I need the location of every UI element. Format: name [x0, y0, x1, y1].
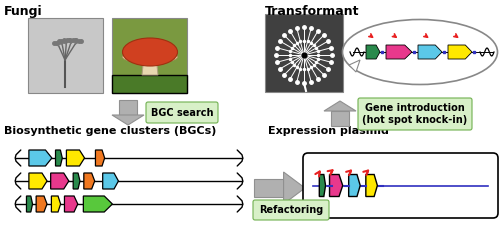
Text: Fungi: Fungi [4, 5, 43, 18]
Text: Expression plasmid: Expression plasmid [268, 126, 389, 136]
Polygon shape [36, 196, 47, 212]
Polygon shape [50, 173, 69, 189]
Text: Transformant: Transformant [265, 5, 360, 18]
Polygon shape [142, 56, 158, 75]
Polygon shape [84, 196, 112, 212]
Polygon shape [96, 150, 104, 166]
FancyBboxPatch shape [358, 98, 472, 130]
FancyBboxPatch shape [303, 153, 498, 218]
Text: Gene introduction
(hot spot knock-in): Gene introduction (hot spot knock-in) [362, 103, 468, 125]
Polygon shape [29, 173, 47, 189]
Polygon shape [366, 45, 380, 59]
Polygon shape [26, 196, 32, 212]
Polygon shape [448, 45, 472, 59]
Ellipse shape [122, 38, 178, 66]
FancyBboxPatch shape [112, 75, 187, 93]
Polygon shape [64, 196, 78, 212]
Polygon shape [284, 172, 305, 204]
Polygon shape [324, 101, 356, 111]
Polygon shape [73, 173, 80, 189]
Text: BGC search: BGC search [151, 107, 213, 118]
Ellipse shape [122, 51, 178, 63]
FancyBboxPatch shape [254, 179, 284, 197]
FancyBboxPatch shape [331, 111, 349, 126]
Polygon shape [320, 174, 326, 197]
Polygon shape [112, 115, 144, 125]
Text: Refactoring: Refactoring [259, 205, 323, 215]
FancyBboxPatch shape [265, 14, 343, 92]
Polygon shape [102, 173, 118, 189]
FancyBboxPatch shape [112, 18, 187, 93]
Polygon shape [418, 45, 442, 59]
Text: Biosynthetic gene clusters (BGCs): Biosynthetic gene clusters (BGCs) [4, 126, 216, 136]
FancyBboxPatch shape [253, 200, 329, 220]
Polygon shape [66, 150, 84, 166]
Polygon shape [52, 196, 60, 212]
Polygon shape [330, 174, 342, 197]
FancyBboxPatch shape [28, 18, 103, 93]
Polygon shape [386, 45, 412, 59]
Polygon shape [29, 150, 52, 166]
FancyBboxPatch shape [119, 100, 137, 115]
Polygon shape [84, 173, 94, 189]
Polygon shape [56, 150, 62, 166]
Polygon shape [348, 174, 360, 197]
Ellipse shape [342, 19, 498, 85]
Polygon shape [349, 60, 360, 72]
Polygon shape [366, 174, 378, 197]
FancyBboxPatch shape [146, 102, 218, 123]
